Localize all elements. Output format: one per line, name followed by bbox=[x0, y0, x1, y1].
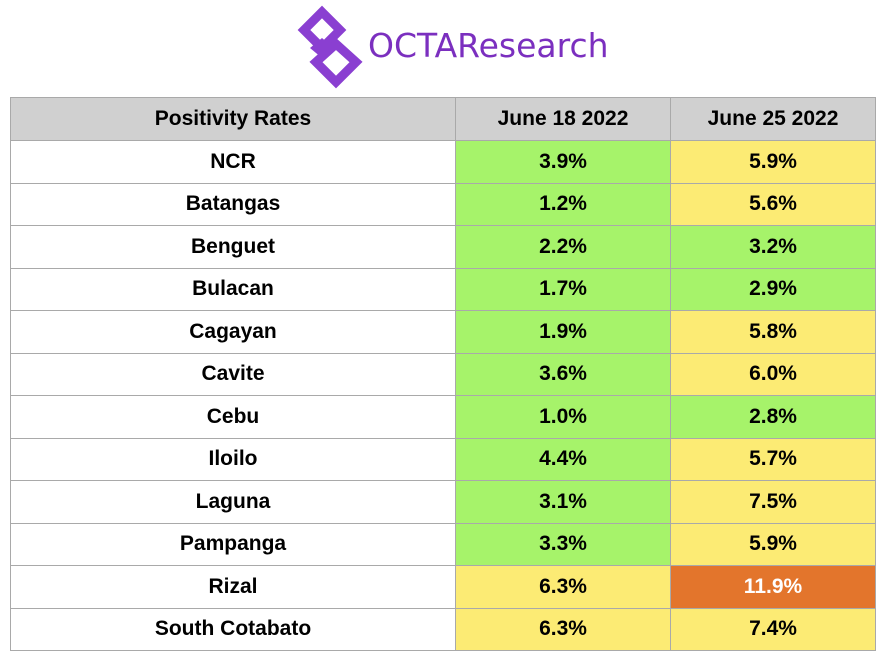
june25-value-cell: 5.8% bbox=[670, 310, 876, 354]
region-cell: Iloilo bbox=[10, 437, 456, 481]
table-row: Cebu 1.0% 2.8% bbox=[10, 395, 876, 439]
june18-value-cell: 3.9% bbox=[455, 140, 671, 184]
june25-value-cell: 6.0% bbox=[670, 352, 876, 396]
region-cell: NCR bbox=[10, 140, 456, 184]
table-row: Pampanga 3.3% 5.9% bbox=[10, 522, 876, 566]
june25-value-cell: 2.9% bbox=[670, 267, 876, 311]
table-row: Bulacan 1.7% 2.9% bbox=[10, 267, 876, 311]
region-cell: Bulacan bbox=[10, 267, 456, 311]
june25-value-cell: 2.8% bbox=[670, 395, 876, 439]
region-cell: Laguna bbox=[10, 480, 456, 524]
region-cell: Cebu bbox=[10, 395, 456, 439]
table-row: Cagayan 1.9% 5.8% bbox=[10, 310, 876, 354]
table-body: NCR 3.9% 5.9% Batangas 1.2% 5.6% Benguet 2.2% 3.… bbox=[10, 140, 876, 651]
brand-name: OCTAResearch bbox=[368, 26, 609, 65]
region-cell: Rizal bbox=[10, 565, 456, 609]
june18-value-cell: 6.3% bbox=[455, 565, 671, 609]
june25-value-cell: 5.9% bbox=[670, 140, 876, 184]
june25-value-cell: 5.6% bbox=[670, 182, 876, 226]
table-row: NCR 3.9% 5.9% bbox=[10, 140, 876, 184]
june25-value-cell: 7.5% bbox=[670, 480, 876, 524]
june18-value-cell: 3.3% bbox=[455, 522, 671, 566]
region-cell: Cagayan bbox=[10, 310, 456, 354]
octa-logo-icon bbox=[297, 5, 363, 89]
june18-value-cell: 1.0% bbox=[455, 395, 671, 439]
table-row: Cavite 3.6% 6.0% bbox=[10, 352, 876, 396]
region-cell: Benguet bbox=[10, 225, 456, 269]
table-row: Benguet 2.2% 3.2% bbox=[10, 225, 876, 269]
june18-value-cell: 2.2% bbox=[455, 225, 671, 269]
june18-value-cell: 6.3% bbox=[455, 607, 671, 651]
june18-value-cell: 3.1% bbox=[455, 480, 671, 524]
june25-value-cell: 5.7% bbox=[670, 437, 876, 481]
june18-value-cell: 1.2% bbox=[455, 182, 671, 226]
table-row: Rizal 6.3% 11.9% bbox=[10, 565, 876, 609]
june25-value-cell: 3.2% bbox=[670, 225, 876, 269]
column-header-june25: June 25 2022 bbox=[670, 97, 876, 141]
table-row: Laguna 3.1% 7.5% bbox=[10, 480, 876, 524]
june25-value-cell: 5.9% bbox=[670, 522, 876, 566]
table-header-row: Positivity Rates June 18 2022 June 25 20… bbox=[10, 97, 876, 141]
table-row: South Cotabato 6.3% 7.4% bbox=[10, 607, 876, 651]
table-row: Batangas 1.2% 5.6% bbox=[10, 182, 876, 226]
header: OCTAResearch bbox=[0, 0, 887, 96]
table-row: Iloilo 4.4% 5.7% bbox=[10, 437, 876, 481]
june18-value-cell: 4.4% bbox=[455, 437, 671, 481]
region-cell: Batangas bbox=[10, 182, 456, 226]
region-cell: Pampanga bbox=[10, 522, 456, 566]
column-header-june18: June 18 2022 bbox=[455, 97, 671, 141]
june25-value-cell: 11.9% bbox=[670, 565, 876, 609]
june25-value-cell: 7.4% bbox=[670, 607, 876, 651]
region-cell: Cavite bbox=[10, 352, 456, 396]
region-cell: South Cotabato bbox=[10, 607, 456, 651]
june18-value-cell: 1.7% bbox=[455, 267, 671, 311]
june18-value-cell: 3.6% bbox=[455, 352, 671, 396]
column-header-region: Positivity Rates bbox=[10, 97, 456, 141]
positivity-table: Positivity Rates June 18 2022 June 25 20… bbox=[10, 97, 876, 651]
june18-value-cell: 1.9% bbox=[455, 310, 671, 354]
